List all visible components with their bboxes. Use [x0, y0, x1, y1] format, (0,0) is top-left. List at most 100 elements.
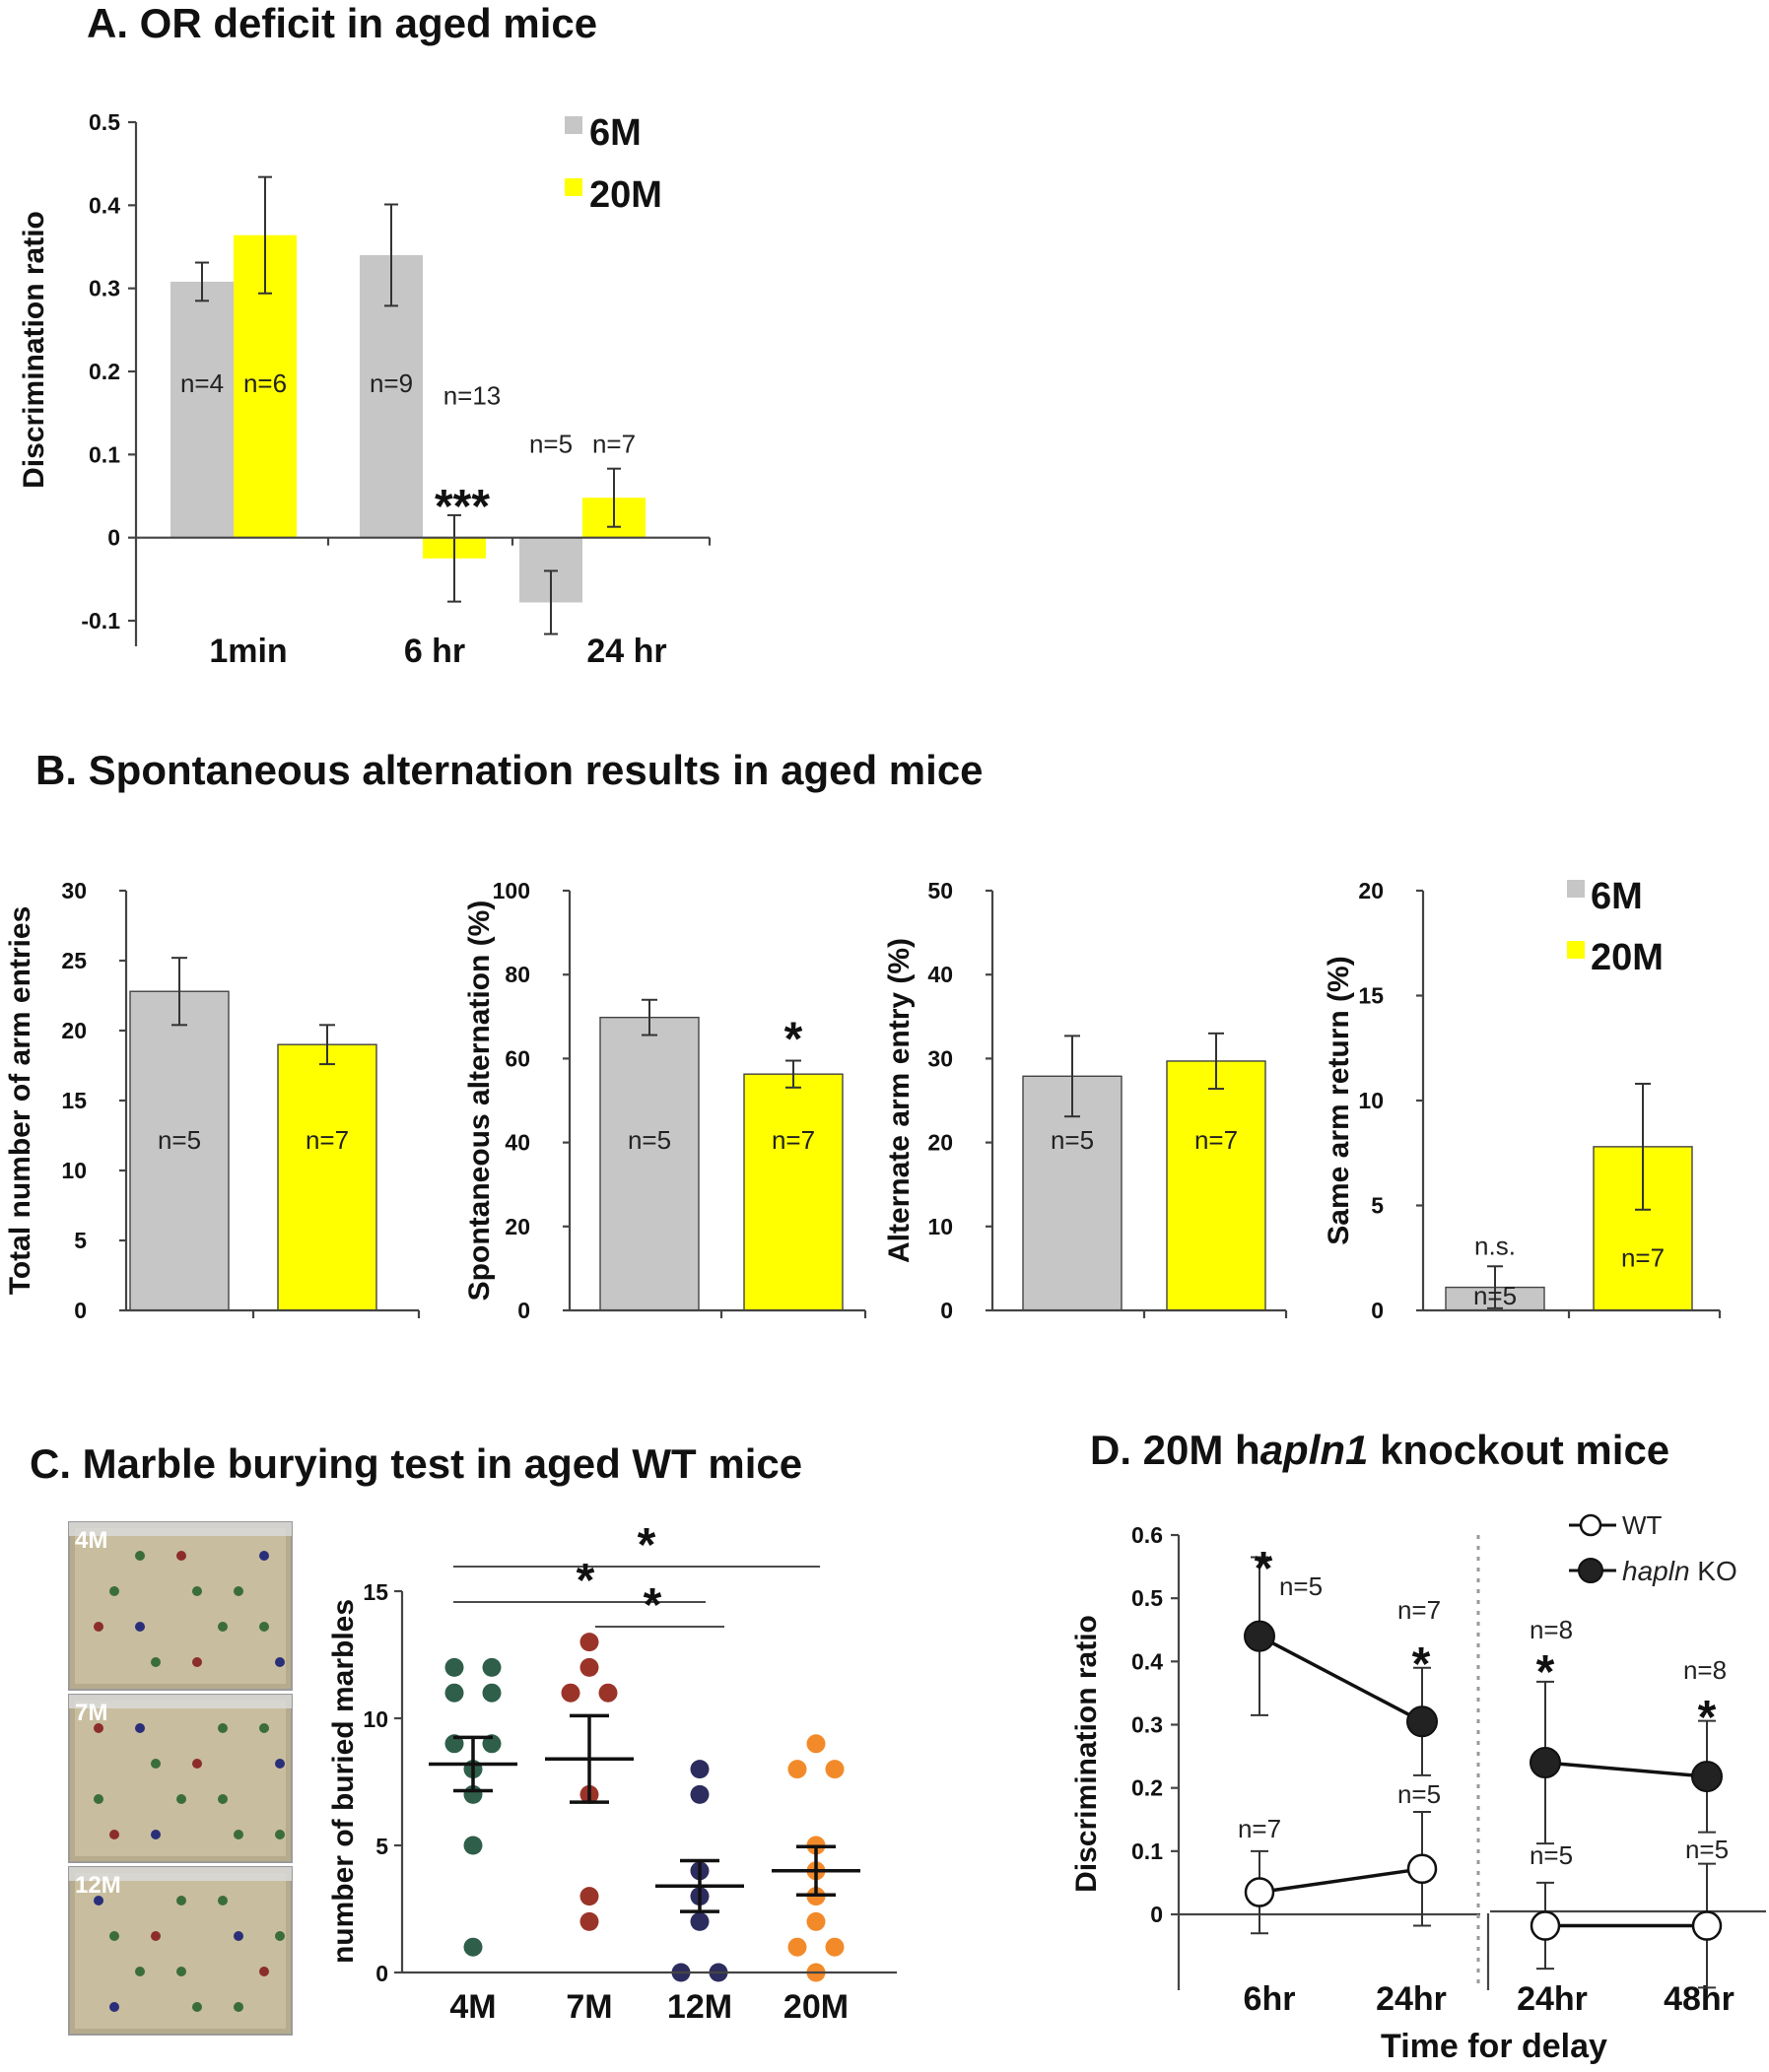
- panel-b-bar-6m: [599, 1016, 700, 1311]
- panel-b-legend: 6M 20M: [1567, 876, 1664, 978]
- marble-point-4m: [444, 1657, 464, 1677]
- panel-d-n-label-ko: n=7: [1397, 1595, 1441, 1625]
- marble: [234, 1931, 243, 1941]
- panel-b-tick-label: 5: [1371, 1193, 1384, 1219]
- panel-a-axes: [134, 122, 712, 646]
- panel-d-line-wt: [1259, 1867, 1423, 1895]
- panel-b-n-label: n=7: [1194, 1125, 1238, 1155]
- marble: [109, 1830, 119, 1839]
- panel-b-subchart-3: Alternate arm entry (%) 0 10 20 30 40 50 n=5 n=7: [883, 878, 1288, 1323]
- legend-wt-marker: [1579, 1513, 1602, 1537]
- panel-a-n-label: n=13: [443, 381, 502, 411]
- legend-wt-label: WT: [1622, 1510, 1663, 1540]
- panel-d-point-ko: [1406, 1705, 1438, 1738]
- photo-bedding: [75, 1701, 286, 1856]
- marble-point-12m: [690, 1911, 710, 1931]
- marble-point-4m: [482, 1657, 502, 1677]
- panel-d-significance-star: *: [1412, 1638, 1431, 1691]
- panel-a-n-label: n=4: [180, 368, 224, 398]
- panel-a-legend: 6M 20M: [565, 112, 662, 216]
- panel-d-n-label-ko: n=5: [1279, 1571, 1323, 1601]
- legend-ko-label: hapln KO: [1622, 1556, 1737, 1586]
- panel-d-title-gene: apln1: [1260, 1427, 1369, 1473]
- panel-a-y-label: Discrimination ratio: [18, 211, 50, 489]
- panel-d-line-ko: [1544, 1761, 1708, 1778]
- panel-d-point-ko: [1691, 1761, 1723, 1793]
- marble: [275, 1657, 285, 1667]
- marble-point-7m: [579, 1657, 599, 1677]
- panel-b-n-label: n=5: [158, 1125, 201, 1155]
- panel-a-tick-label: 0.1: [89, 441, 120, 467]
- panel-c-tick-label: 0: [375, 1961, 388, 1986]
- panel-b-tick-label: 30: [927, 1045, 953, 1071]
- panel-c: C. Marble burying test in aged WT mice 4…: [30, 1440, 897, 2036]
- marble-photo-4m: 4M: [68, 1521, 293, 1691]
- panel-b-subcharts: Total number of arm entries 0 5 10 15 20 25 30 n…: [4, 878, 1722, 1323]
- marble-point-20m: [787, 1760, 807, 1779]
- panel-d-category-label: 24hr: [1376, 1980, 1447, 2018]
- panel-b-tick-label: 0: [74, 1298, 87, 1323]
- panel-d-lines: 0 0.1 0.2 0.3 0.4 0.5 0.6 6hr 24hr n=5 n=7 * * n=7 n=5…: [1131, 1522, 1766, 2018]
- panel-c-title: C. Marble burying test in aged WT mice: [30, 1440, 802, 1487]
- marble: [275, 1830, 285, 1839]
- marble: [176, 1896, 186, 1905]
- panel-d-point-wt: [1530, 1910, 1561, 1941]
- panel-d-significance-star: *: [1255, 1543, 1273, 1595]
- panel-a-significance-stars: ***: [435, 481, 490, 533]
- panel-a-n-label: n=5: [529, 430, 573, 459]
- panel-d-point-wt: [1244, 1877, 1275, 1907]
- panel-b-bar-6m: [129, 990, 230, 1311]
- panel-d-legend: WT hapln KO: [1569, 1510, 1737, 1586]
- panel-b-tick-label: 20: [505, 1214, 530, 1239]
- marble-point-20m: [806, 1911, 826, 1931]
- panel-d-n-label-wt: n=7: [1238, 1814, 1281, 1843]
- panel-a-title: A. OR deficit in aged mice: [87, 0, 597, 46]
- panel-d: D. 20M hapln1 knockout mice Discriminati…: [1070, 1427, 1766, 2065]
- panel-b-tick-label: 10: [927, 1214, 953, 1239]
- marble-point-4m: [482, 1683, 502, 1703]
- panel-d-x-label: Time for delay: [1381, 2028, 1607, 2065]
- marble: [109, 1586, 119, 1596]
- panel-d-y-label: Discrimination ratio: [1070, 1615, 1103, 1893]
- panel-d-point-wt: [1406, 1853, 1438, 1885]
- panel-b-tick-label: 20: [927, 1130, 953, 1156]
- panel-b-tick-label: 15: [61, 1088, 87, 1113]
- panel-b-bar-20m: [743, 1073, 844, 1311]
- panel-d-point-ko: [1244, 1620, 1275, 1652]
- photo-age-label: 12M: [75, 1872, 121, 1899]
- marble: [176, 1794, 186, 1804]
- marble: [259, 1622, 269, 1632]
- legend-b-6m-label: 6M: [1591, 876, 1643, 917]
- panel-d-title-suffix: knockout mice: [1368, 1427, 1669, 1473]
- panel-b-n-label: n=7: [1621, 1242, 1665, 1272]
- photo-rim: [69, 1867, 292, 1881]
- panel-d-point-wt: [1691, 1910, 1723, 1941]
- panel-b-tick-label: 100: [493, 878, 530, 903]
- panel-b-tick-label: 10: [61, 1158, 87, 1183]
- panel-c-category-label: 12M: [667, 1988, 732, 2026]
- panel-b-y-label: Same arm return (%): [1323, 956, 1355, 1244]
- marble-point-4m: [463, 1836, 483, 1855]
- panel-d-tick-label: 0: [1150, 1902, 1163, 1927]
- legend-ko-marker: [1578, 1558, 1603, 1583]
- marble: [135, 1622, 145, 1632]
- panel-c-category-label: 4M: [449, 1988, 496, 2026]
- panel-d-n-label-wt: n=5: [1397, 1779, 1441, 1809]
- panel-d-n-label-ko: n=8: [1530, 1615, 1573, 1644]
- marble: [94, 1622, 103, 1632]
- marble-point-4m: [463, 1937, 483, 1957]
- panel-c-y-label: number of buried marbles: [327, 1599, 360, 1964]
- marble-point-20m: [825, 1760, 845, 1779]
- marble: [192, 1657, 202, 1667]
- panel-a-n-label: n=7: [592, 430, 636, 459]
- legend-b-20m-label: 20M: [1591, 937, 1664, 978]
- panel-b-tick-label: 80: [505, 962, 530, 987]
- panel-c-category-label: 7M: [566, 1988, 612, 2026]
- marble-point-20m: [787, 1937, 807, 1957]
- panel-c-tick-label: 10: [363, 1706, 388, 1732]
- panel-b-tick-label: 25: [61, 948, 87, 973]
- panel-b-y-label: Spontaneous alternation (%): [463, 901, 496, 1302]
- marble: [109, 2002, 119, 2012]
- panel-b-tick-label: 30: [61, 878, 87, 903]
- marble: [234, 1586, 243, 1596]
